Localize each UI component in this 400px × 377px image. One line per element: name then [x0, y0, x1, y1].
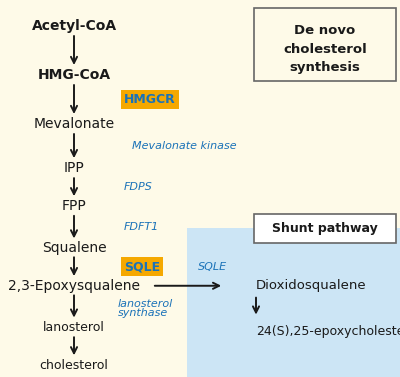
- Text: cholesterol: cholesterol: [40, 359, 108, 372]
- Text: lanosterol: lanosterol: [43, 322, 105, 334]
- Text: Shunt pathway: Shunt pathway: [272, 222, 378, 235]
- FancyBboxPatch shape: [254, 8, 396, 81]
- Text: SQLE: SQLE: [124, 260, 160, 273]
- Text: IPP: IPP: [64, 161, 84, 175]
- FancyBboxPatch shape: [254, 214, 396, 243]
- Text: FPP: FPP: [62, 199, 86, 213]
- Text: HMGCR: HMGCR: [124, 93, 176, 106]
- Text: FDPS: FDPS: [124, 182, 153, 192]
- Text: SQLE: SQLE: [198, 262, 227, 271]
- Text: synthesis: synthesis: [290, 61, 360, 74]
- Text: Mevalonate: Mevalonate: [34, 117, 114, 132]
- Text: Squalene: Squalene: [42, 241, 106, 255]
- Text: Dioxidosqualene: Dioxidosqualene: [256, 279, 367, 292]
- Text: lanosterol: lanosterol: [118, 299, 173, 309]
- Text: FDFT1: FDFT1: [124, 222, 159, 232]
- Text: De novo: De novo: [294, 24, 356, 37]
- Text: Mevalonate kinase: Mevalonate kinase: [132, 141, 237, 150]
- Text: synthase: synthase: [118, 308, 168, 318]
- Text: Acetyl-CoA: Acetyl-CoA: [32, 19, 116, 34]
- Text: HMG-CoA: HMG-CoA: [38, 68, 110, 83]
- Bar: [187, 228, 400, 377]
- Text: cholesterol: cholesterol: [283, 43, 367, 55]
- Text: 24(S),25-epoxycholesterol: 24(S),25-epoxycholesterol: [256, 325, 400, 337]
- Text: 2,3-Epoxysqualene: 2,3-Epoxysqualene: [8, 279, 140, 293]
